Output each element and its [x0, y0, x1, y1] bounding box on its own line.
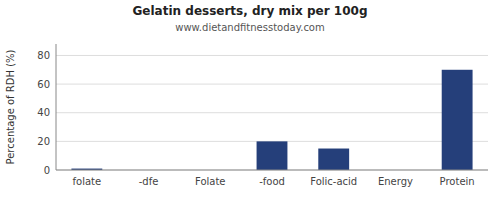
y-tick-label: 0 — [44, 165, 50, 176]
grid-line — [56, 55, 488, 56]
bar — [442, 70, 473, 170]
chart-svg: Gelatin desserts, dry mix per 100g www.di… — [0, 0, 500, 200]
grid-line — [56, 84, 488, 85]
x-tick-label: Energy — [378, 176, 413, 187]
x-tick-label: Folate — [195, 176, 226, 187]
y-tick-label: 80 — [37, 50, 50, 61]
x-axis-line — [56, 170, 488, 171]
y-tick-label: 60 — [37, 79, 50, 90]
y-tick-label: 40 — [37, 107, 50, 118]
y-grid — [56, 55, 488, 170]
x-tick-label: Protein — [440, 176, 475, 187]
grid-line — [56, 170, 488, 171]
x-tick-label: -dfe — [139, 176, 159, 187]
subtitle: www.dietandfitnesstoday.com — [175, 22, 324, 33]
x-tick-label: folate — [73, 176, 102, 187]
grid-line — [56, 112, 488, 113]
y-axis-line — [56, 44, 57, 170]
chart-container: Gelatin desserts, dry mix per 100g www.di… — [0, 0, 500, 200]
bar — [318, 149, 349, 170]
bars — [71, 70, 472, 170]
y-axis-label: Percentage of RDH (%) — [5, 49, 16, 164]
y-tick-label: 20 — [37, 136, 50, 147]
bar — [257, 141, 288, 170]
x-tick-label: Folic-acid — [310, 176, 357, 187]
x-tick-label: -food — [259, 176, 285, 187]
title: Gelatin desserts, dry mix per 100g — [133, 4, 368, 18]
